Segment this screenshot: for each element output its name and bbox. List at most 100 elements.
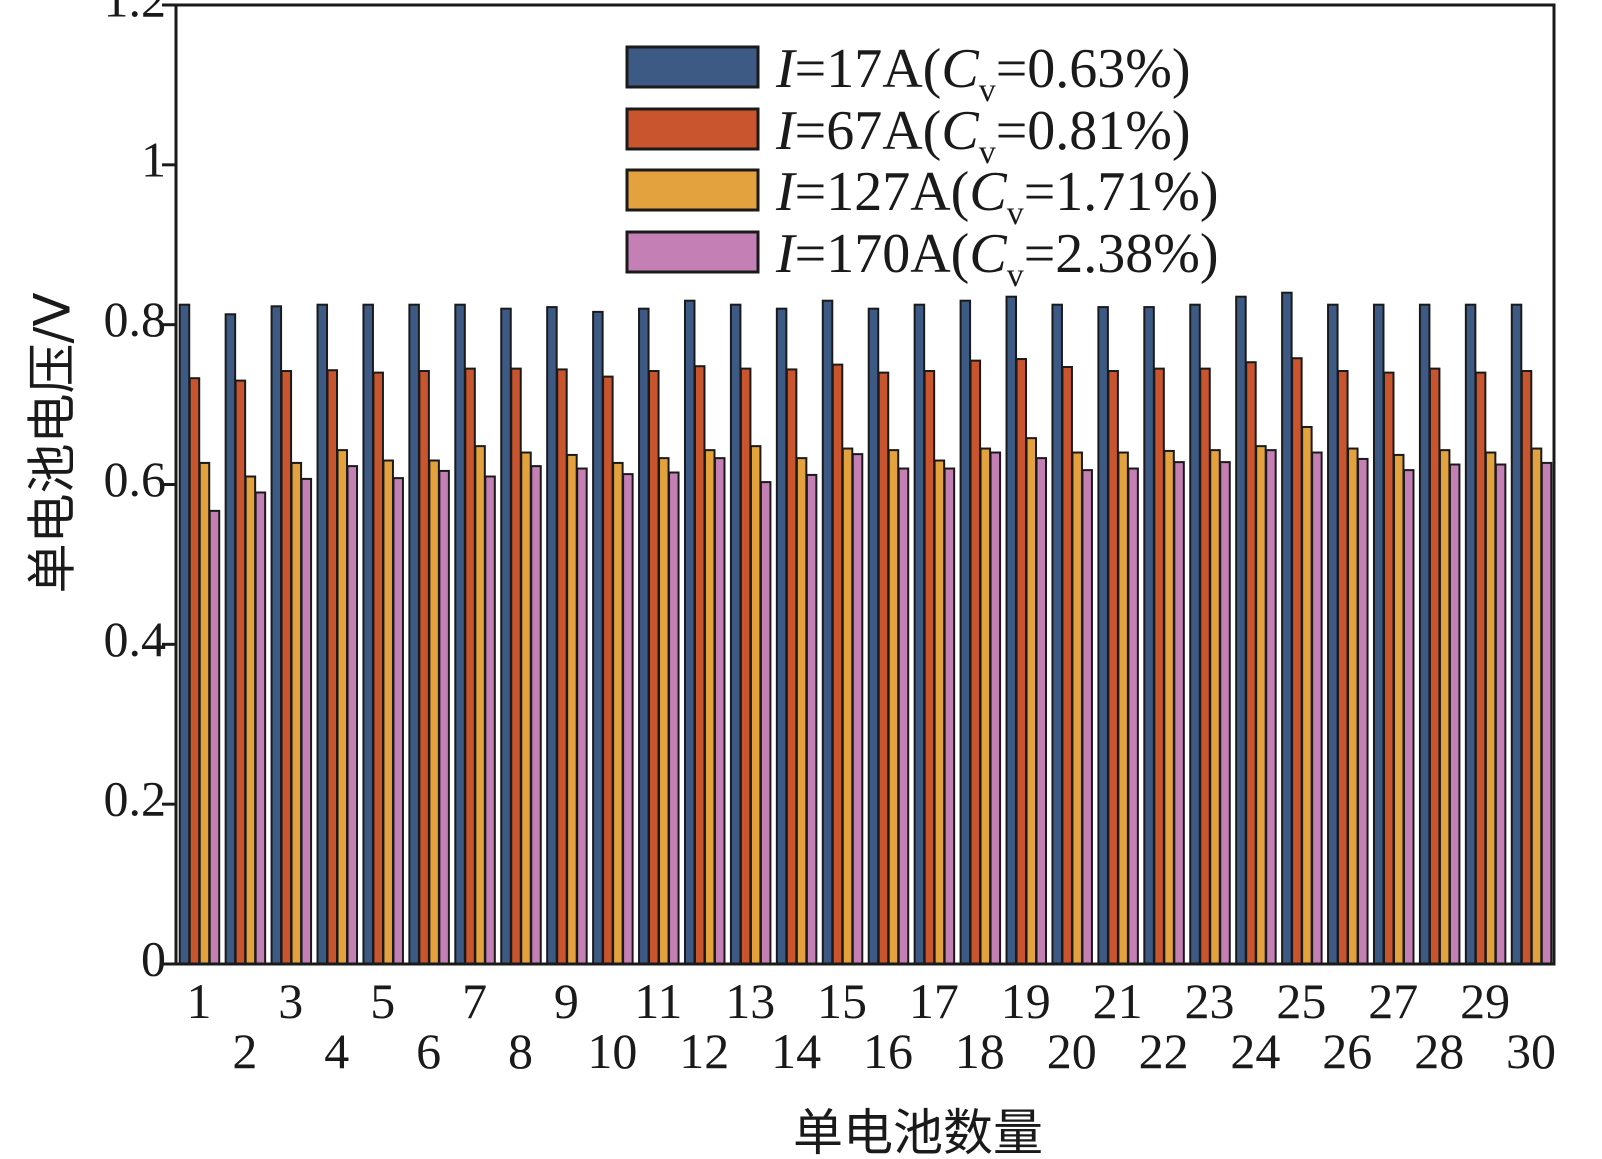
bar-series-1-cell-24	[1235, 295, 1247, 965]
bar-series-4-cell-9	[576, 467, 588, 965]
bar-series-3-cell-6	[428, 459, 440, 965]
legend-swatch-4	[625, 230, 760, 274]
bar-series-3-cell-10	[612, 461, 624, 965]
x-category-label: 6	[416, 1023, 441, 1079]
x-category-label: 16	[863, 1023, 913, 1079]
bar-series-4-cell-27	[1402, 469, 1415, 965]
bar-series-2-cell-16	[877, 371, 890, 965]
bar-series-4-cell-4	[346, 465, 359, 965]
x-axis: 1234567891011121314151617181920212223242…	[187, 973, 1557, 1079]
bar-series-3-cell-24	[1255, 445, 1267, 965]
x-category-label: 26	[1322, 1023, 1372, 1079]
bar-series-1-cell-20	[1051, 303, 1063, 965]
bar-series-1-cell-7	[454, 303, 466, 965]
bar-series-4-cell-5	[392, 477, 404, 965]
bar-series-4-cell-11	[668, 471, 680, 965]
legend-text-part: =2.38%)	[1024, 223, 1219, 285]
bar-series-4-cell-16	[897, 467, 910, 965]
x-category-label: 23	[1185, 973, 1235, 1029]
bar-series-2-cell-28	[1428, 367, 1441, 965]
legend-text-part: C	[941, 100, 979, 162]
legend-text-part: I	[775, 100, 797, 162]
legend-swatch-1	[625, 45, 760, 89]
bar-series-4-cell-18	[989, 451, 1002, 965]
bar-series-3-cell-12	[703, 449, 716, 965]
y-tick-label: 0	[141, 930, 166, 986]
y-tick-label: 0.6	[104, 451, 167, 507]
y-tick-label: 0.2	[104, 771, 167, 827]
legend-text-part: =0.63%)	[996, 38, 1191, 100]
bar-series-3-cell-25	[1301, 425, 1313, 965]
x-category-label: 30	[1506, 1023, 1556, 1079]
bar-series-2-cell-10	[602, 375, 614, 965]
bar-series-3-cell-16	[887, 449, 900, 965]
x-category-label: 9	[554, 973, 579, 1029]
bar-series-3-cell-19	[1025, 437, 1038, 965]
legend-swatch-2	[625, 107, 760, 151]
bar-series-1-cell-28	[1418, 303, 1431, 965]
legend-label-2: I=67A(Cv=0.81%)	[775, 100, 1191, 171]
y-tick-label: 1.2	[104, 0, 167, 27]
bar-series-2-cell-19	[1015, 358, 1028, 965]
x-category-label: 7	[462, 973, 487, 1029]
bar-series-2-cell-25	[1291, 357, 1303, 966]
bar-series-1-cell-15	[821, 299, 834, 965]
legend-label-1: I=17A(Cv=0.63%)	[775, 38, 1191, 109]
bar-series-3-cell-15	[841, 447, 854, 966]
legend-text-part: =170A(	[795, 223, 970, 285]
x-category-label: 18	[955, 1023, 1005, 1079]
bar-series-4-cell-6	[438, 469, 450, 965]
bar-series-3-cell-9	[566, 453, 578, 965]
y-tick-label: 1	[141, 131, 166, 187]
bar-series-3-cell-7	[474, 445, 486, 965]
bar-series-2-cell-27	[1382, 371, 1395, 965]
bar-series-4-cell-21	[1127, 467, 1139, 965]
bar-series-4-cell-1	[208, 509, 221, 965]
x-category-label: 8	[508, 1023, 533, 1079]
x-category-label: 19	[1001, 973, 1051, 1029]
bar-series-3-cell-30	[1530, 447, 1543, 966]
bar-series-4-cell-3	[300, 477, 313, 965]
x-category-label: 13	[725, 973, 775, 1029]
bar-series-3-cell-22	[1163, 449, 1175, 965]
bar-series-3-cell-20	[1071, 451, 1083, 965]
bar-series-1-cell-9	[546, 306, 558, 965]
x-category-label: 21	[1093, 973, 1143, 1029]
x-category-label: 10	[587, 1023, 637, 1079]
bar-series-4-cell-12	[713, 457, 726, 965]
bar-series-3-cell-8	[520, 451, 532, 965]
x-category-label: 22	[1139, 1023, 1189, 1079]
legend-text-part: v	[1007, 257, 1024, 294]
bar-series-3-cell-23	[1209, 449, 1221, 965]
legend-label-3: I=127A(Cv=1.71%)	[775, 161, 1219, 232]
bar-series-1-cell-11	[638, 307, 650, 965]
legend: I=17A(Cv=0.63%)I=67A(Cv=0.81%)I=127A(Cv=…	[625, 38, 1219, 294]
bar-series-2-cell-17	[923, 370, 936, 965]
bar-series-3-cell-17	[933, 459, 946, 965]
bar-series-1-cell-10	[592, 310, 604, 965]
legend-label-4: I=170A(Cv=2.38%)	[775, 223, 1219, 294]
bar-series-1-cell-4	[316, 303, 329, 965]
bar-series-3-cell-18	[979, 447, 992, 966]
bar-series-2-cell-1	[188, 377, 201, 965]
bar-series-2-cell-3	[280, 370, 293, 965]
x-category-label: 25	[1276, 973, 1326, 1029]
bar-series-4-cell-28	[1448, 463, 1461, 965]
x-category-label: 20	[1047, 1023, 1097, 1079]
bar-series-1-cell-19	[1005, 295, 1018, 965]
legend-swatch-3	[625, 168, 760, 212]
bar-series-4-cell-24	[1265, 449, 1277, 965]
bar-series-4-cell-17	[943, 467, 956, 965]
bar-series-3-cell-3	[290, 461, 303, 965]
bar-series-4-cell-26	[1357, 457, 1369, 965]
legend-text-part: I	[775, 161, 797, 223]
bar-series-4-cell-23	[1219, 461, 1231, 965]
y-axis: 0 0.2 0.4 0.6 0.8 1 1.2	[104, 0, 176, 986]
bar-series-4-cell-25	[1311, 451, 1323, 965]
bar-series-1-cell-21	[1097, 306, 1109, 965]
bar-series-3-cell-11	[658, 457, 670, 965]
bar-series-3-cell-14	[795, 457, 808, 965]
bar-series-1-cell-18	[959, 299, 972, 965]
bar-series-4-cell-29	[1494, 463, 1507, 965]
bar-series-1-cell-16	[867, 307, 880, 965]
